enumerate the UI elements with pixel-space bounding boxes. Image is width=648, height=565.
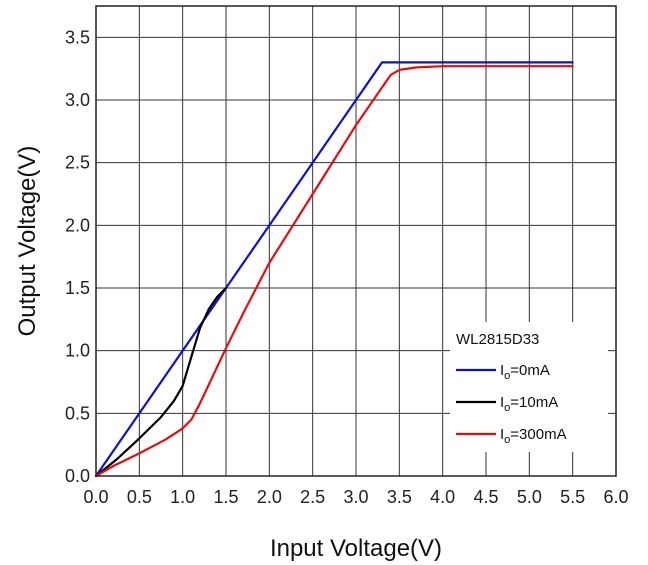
legend-entry-label: Io=0mA — [500, 362, 550, 382]
legend-entry-label: Io=300mA — [500, 426, 567, 446]
x-tick-label: 2.0 — [257, 487, 282, 507]
series-line-0 — [94, 61, 574, 478]
y-tick-label: 2.0 — [65, 215, 90, 235]
x-tick-label: 3.5 — [387, 487, 412, 507]
x-tick-label: 0.5 — [127, 487, 152, 507]
x-tick-labels: 0.0 0.5 1.0 1.5 2.0 2.5 3.0 3.5 4.0 4.5 5.0 5.5 6.0 — [83, 487, 628, 507]
x-tick-label: 5.5 — [560, 487, 585, 507]
x-tick-label: 1.5 — [213, 487, 238, 507]
x-axis-title: Input Voltage(V) — [270, 535, 442, 562]
legend-title: WL2815D33 — [456, 331, 539, 348]
series-line-1 — [94, 286, 228, 478]
x-tick-label: 3.0 — [343, 487, 368, 507]
legend-entry-label: Io=10mA — [500, 394, 558, 414]
x-tick-label: 2.5 — [300, 487, 325, 507]
y-tick-label: 1.0 — [65, 341, 90, 361]
y-tick-label: 3.0 — [65, 90, 90, 110]
y-tick-labels: 0.0 0.5 1.0 1.5 2.0 2.5 3.0 3.5 — [65, 27, 90, 486]
x-tick-label: 4.0 — [430, 487, 455, 507]
x-tick-label: 6.0 — [603, 487, 628, 507]
y-tick-label: 0.5 — [65, 403, 90, 423]
x-tick-label: 4.5 — [473, 487, 498, 507]
series-layer — [94, 61, 574, 478]
legend-entries: Io=0mA Io=10mA Io=300mA — [456, 362, 567, 446]
x-tick-label: 1.0 — [170, 487, 195, 507]
legend-background — [450, 322, 608, 452]
y-tick-label: 0.0 — [65, 466, 90, 486]
y-tick-label: 1.5 — [65, 278, 90, 298]
y-tick-label: 3.5 — [65, 27, 90, 47]
x-tick-label: 0.0 — [83, 487, 108, 507]
x-tick-label: 5.0 — [517, 487, 542, 507]
series-line-2 — [94, 65, 574, 478]
y-axis-title: Output Voltage(V) — [14, 146, 41, 337]
legend: WL2815D33 Io=0mA Io=10mA Io=300mA — [450, 322, 608, 452]
plot-frame — [95, 5, 617, 477]
y-tick-label: 2.5 — [65, 153, 90, 173]
